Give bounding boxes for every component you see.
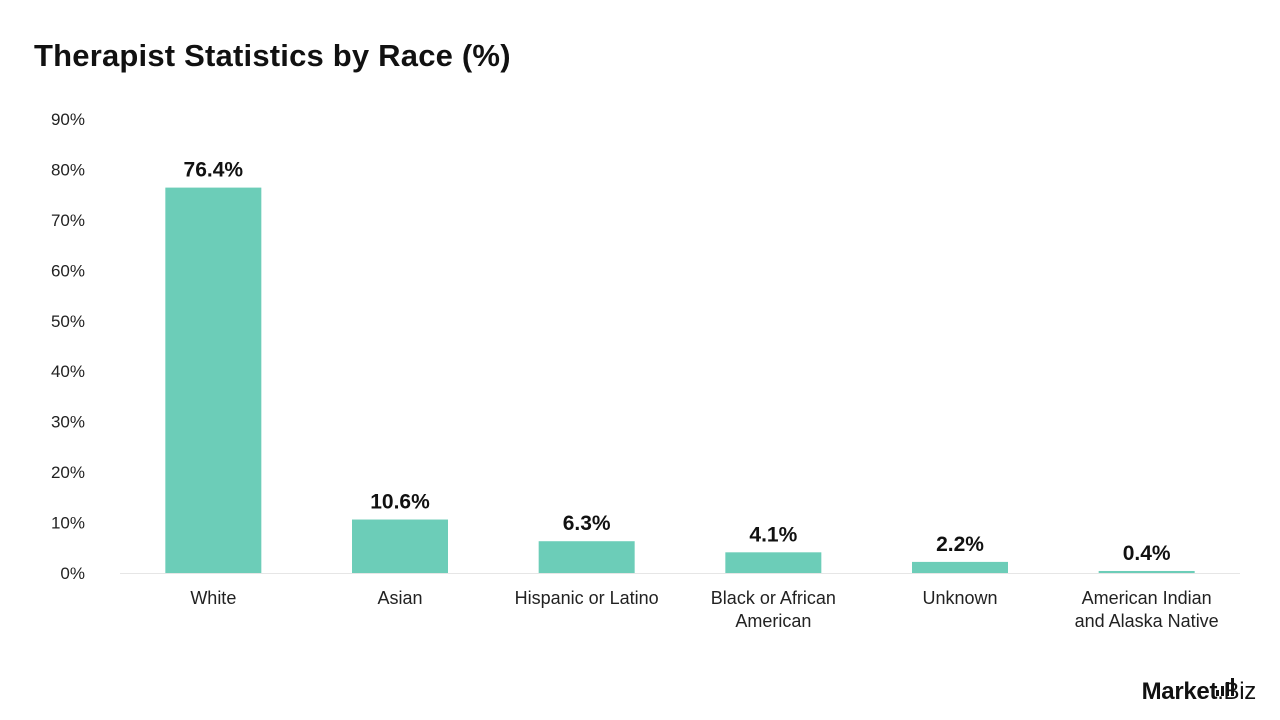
- category-label-line: Unknown: [922, 588, 997, 608]
- bar: [165, 187, 262, 574]
- bar: [1098, 570, 1195, 573]
- bar: [725, 552, 822, 573]
- data-label: 4.1%: [749, 523, 797, 546]
- data-label: 6.3%: [563, 512, 611, 535]
- brand-logo: Market.Biz: [1141, 678, 1257, 706]
- y-tick-label: 40%: [51, 362, 85, 381]
- brand-bars-icon: [1216, 678, 1234, 696]
- bar: [352, 519, 448, 573]
- y-tick-label: 90%: [51, 110, 85, 129]
- brand-name: Market.Biz: [1141, 678, 1257, 705]
- data-label: 76.4%: [184, 159, 244, 182]
- data-label: 0.4%: [1123, 542, 1171, 565]
- y-tick-label: 30%: [51, 413, 85, 432]
- category-label-line: Asian: [377, 588, 422, 608]
- data-label: 10.6%: [370, 491, 430, 514]
- y-tick-label: 10%: [51, 514, 85, 533]
- y-tick-label: 70%: [51, 211, 85, 230]
- y-tick-label: 80%: [51, 160, 85, 179]
- y-tick-label: 50%: [51, 312, 85, 331]
- category-label-line: and Alaska Native: [1075, 611, 1219, 631]
- category-label: White: [190, 588, 236, 608]
- category-label: Black or African American: [711, 588, 836, 631]
- category-label-line: American: [735, 611, 811, 631]
- category-label: Asian: [377, 588, 422, 608]
- y-tick-label: 0%: [60, 564, 85, 583]
- category-label-line: Black or African: [711, 588, 836, 608]
- category-label-line: American Indian: [1082, 588, 1212, 608]
- data-label: 2.2%: [936, 533, 984, 556]
- category-label: American Indian and Alaska Native: [1075, 588, 1219, 631]
- y-tick-label: 20%: [51, 463, 85, 482]
- category-label-line: White: [190, 588, 236, 608]
- bar: [912, 561, 1008, 573]
- y-tick-label: 60%: [51, 261, 85, 280]
- category-label-line: Hispanic or Latino: [515, 588, 659, 608]
- category-label: Unknown: [922, 588, 997, 608]
- bar: [538, 541, 635, 573]
- category-label: Hispanic or Latino: [515, 588, 659, 608]
- chart-title: Therapist Statistics by Race (%): [34, 38, 511, 73]
